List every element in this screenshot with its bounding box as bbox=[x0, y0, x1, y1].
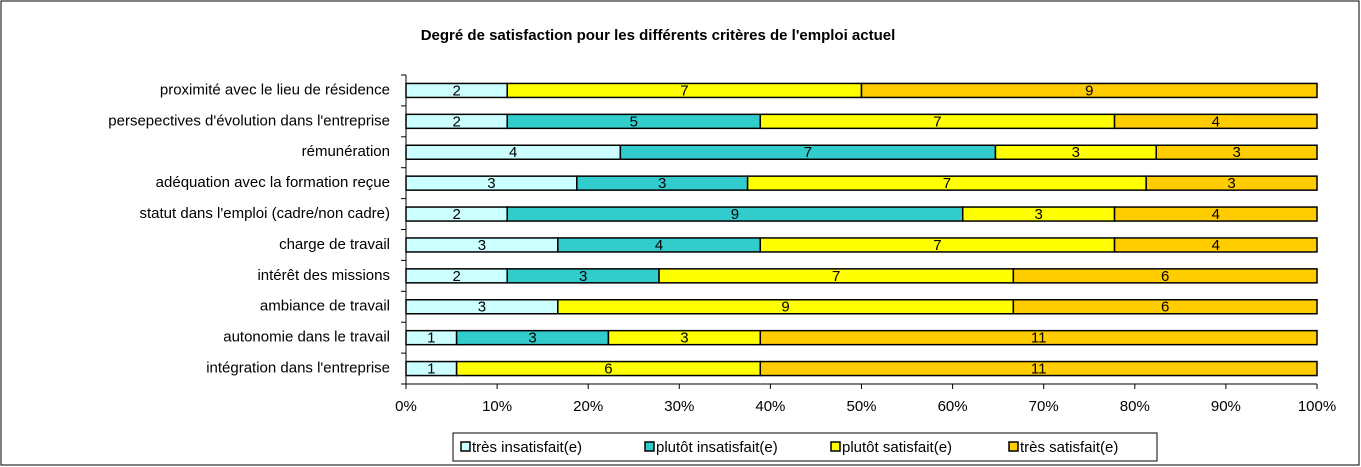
data-label: 3 bbox=[1072, 144, 1080, 161]
data-label: 2 bbox=[452, 268, 460, 285]
x-tick-label: 70% bbox=[1029, 398, 1059, 415]
data-label: 1 bbox=[427, 361, 435, 378]
data-label: 6 bbox=[1161, 268, 1169, 285]
bar-segment bbox=[860, 82, 1318, 99]
data-label: 3 bbox=[528, 330, 536, 347]
x-tick-label: 30% bbox=[664, 398, 694, 415]
data-label: 3 bbox=[487, 175, 495, 192]
bar-segment bbox=[1145, 175, 1318, 191]
data-label: 3 bbox=[579, 268, 587, 285]
legend-box bbox=[452, 432, 1158, 462]
data-label: 3 bbox=[1034, 206, 1042, 223]
legend-swatch bbox=[1008, 441, 1019, 452]
data-label: 1 bbox=[427, 330, 435, 347]
legend-label: plutôt insatisfait(e) bbox=[656, 439, 778, 456]
bar-segment bbox=[1113, 237, 1318, 253]
data-label: 7 bbox=[933, 113, 941, 130]
data-label: 4 bbox=[1212, 113, 1220, 130]
data-label: 4 bbox=[655, 237, 663, 254]
data-label: 7 bbox=[804, 144, 812, 161]
data-label: 7 bbox=[832, 268, 840, 285]
x-tick-label: 60% bbox=[938, 398, 968, 415]
x-tick-label: 20% bbox=[573, 398, 603, 415]
x-tick-label: 100% bbox=[1298, 398, 1336, 415]
legend-label: très satisfait(e) bbox=[1020, 439, 1118, 456]
x-tick-label: 90% bbox=[1211, 398, 1241, 415]
data-label: 3 bbox=[478, 237, 486, 254]
x-tick-label: 50% bbox=[846, 398, 876, 415]
data-label: 2 bbox=[452, 113, 460, 130]
data-label: 4 bbox=[1212, 237, 1220, 254]
legend-label: plutôt satisfait(e) bbox=[842, 439, 952, 456]
bar-segment bbox=[1113, 113, 1318, 130]
data-label: 2 bbox=[452, 206, 460, 223]
data-label: 9 bbox=[1085, 82, 1093, 99]
data-label: 11 bbox=[1031, 330, 1047, 347]
x-tick-label: 10% bbox=[482, 398, 512, 415]
y-tick-label: rémunération bbox=[302, 143, 390, 160]
data-label: 2 bbox=[452, 82, 460, 99]
y-tick-label: persepectives d'évolution dans l'entrepr… bbox=[108, 112, 390, 129]
y-tick-label: adéquation avec la formation reçue bbox=[156, 174, 390, 191]
bar-segment bbox=[759, 360, 1318, 377]
y-tick-label: proximité avec le lieu de résidence bbox=[160, 81, 390, 98]
data-label: 6 bbox=[604, 361, 612, 378]
legend-swatch bbox=[644, 441, 655, 452]
y-tick-label: statut dans l'emploi (cadre/non cadre) bbox=[140, 205, 391, 222]
data-label: 3 bbox=[658, 175, 666, 192]
data-label: 6 bbox=[1161, 299, 1169, 316]
bar-segment bbox=[1155, 144, 1318, 160]
chart-title: Degré de satisfaction pour les différent… bbox=[421, 27, 896, 44]
data-label: 3 bbox=[478, 299, 486, 316]
data-label: 9 bbox=[781, 299, 789, 316]
data-label: 11 bbox=[1031, 361, 1047, 378]
x-tick-label: 80% bbox=[1120, 398, 1150, 415]
bar-segment bbox=[1012, 268, 1318, 284]
bar-segment bbox=[1012, 299, 1318, 315]
legend-swatch bbox=[830, 441, 841, 452]
data-label: 9 bbox=[731, 206, 739, 223]
bar-segment bbox=[1113, 206, 1318, 222]
x-tick-label: 40% bbox=[755, 398, 785, 415]
data-label: 3 bbox=[1227, 175, 1235, 192]
legend-swatch bbox=[460, 441, 471, 452]
x-tick-label: 0% bbox=[395, 398, 417, 415]
data-label: 7 bbox=[943, 175, 951, 192]
y-tick-label: ambiance de travail bbox=[260, 298, 390, 315]
y-tick-label: charge de travail bbox=[279, 236, 390, 253]
y-tick-label: intérêt des missions bbox=[257, 267, 390, 284]
legend-label: très insatisfait(e) bbox=[472, 439, 582, 456]
data-label: 3 bbox=[680, 330, 688, 347]
data-label: 3 bbox=[1232, 144, 1240, 161]
data-label: 4 bbox=[1212, 206, 1220, 223]
data-label: 5 bbox=[630, 113, 638, 130]
y-tick-label: autonomie dans le travail bbox=[223, 329, 390, 346]
bar-segment bbox=[759, 329, 1318, 346]
data-label: 7 bbox=[680, 82, 688, 99]
data-label: 7 bbox=[933, 237, 941, 254]
y-tick-label: intégration dans l'entreprise bbox=[206, 360, 390, 377]
data-label: 4 bbox=[509, 144, 517, 161]
